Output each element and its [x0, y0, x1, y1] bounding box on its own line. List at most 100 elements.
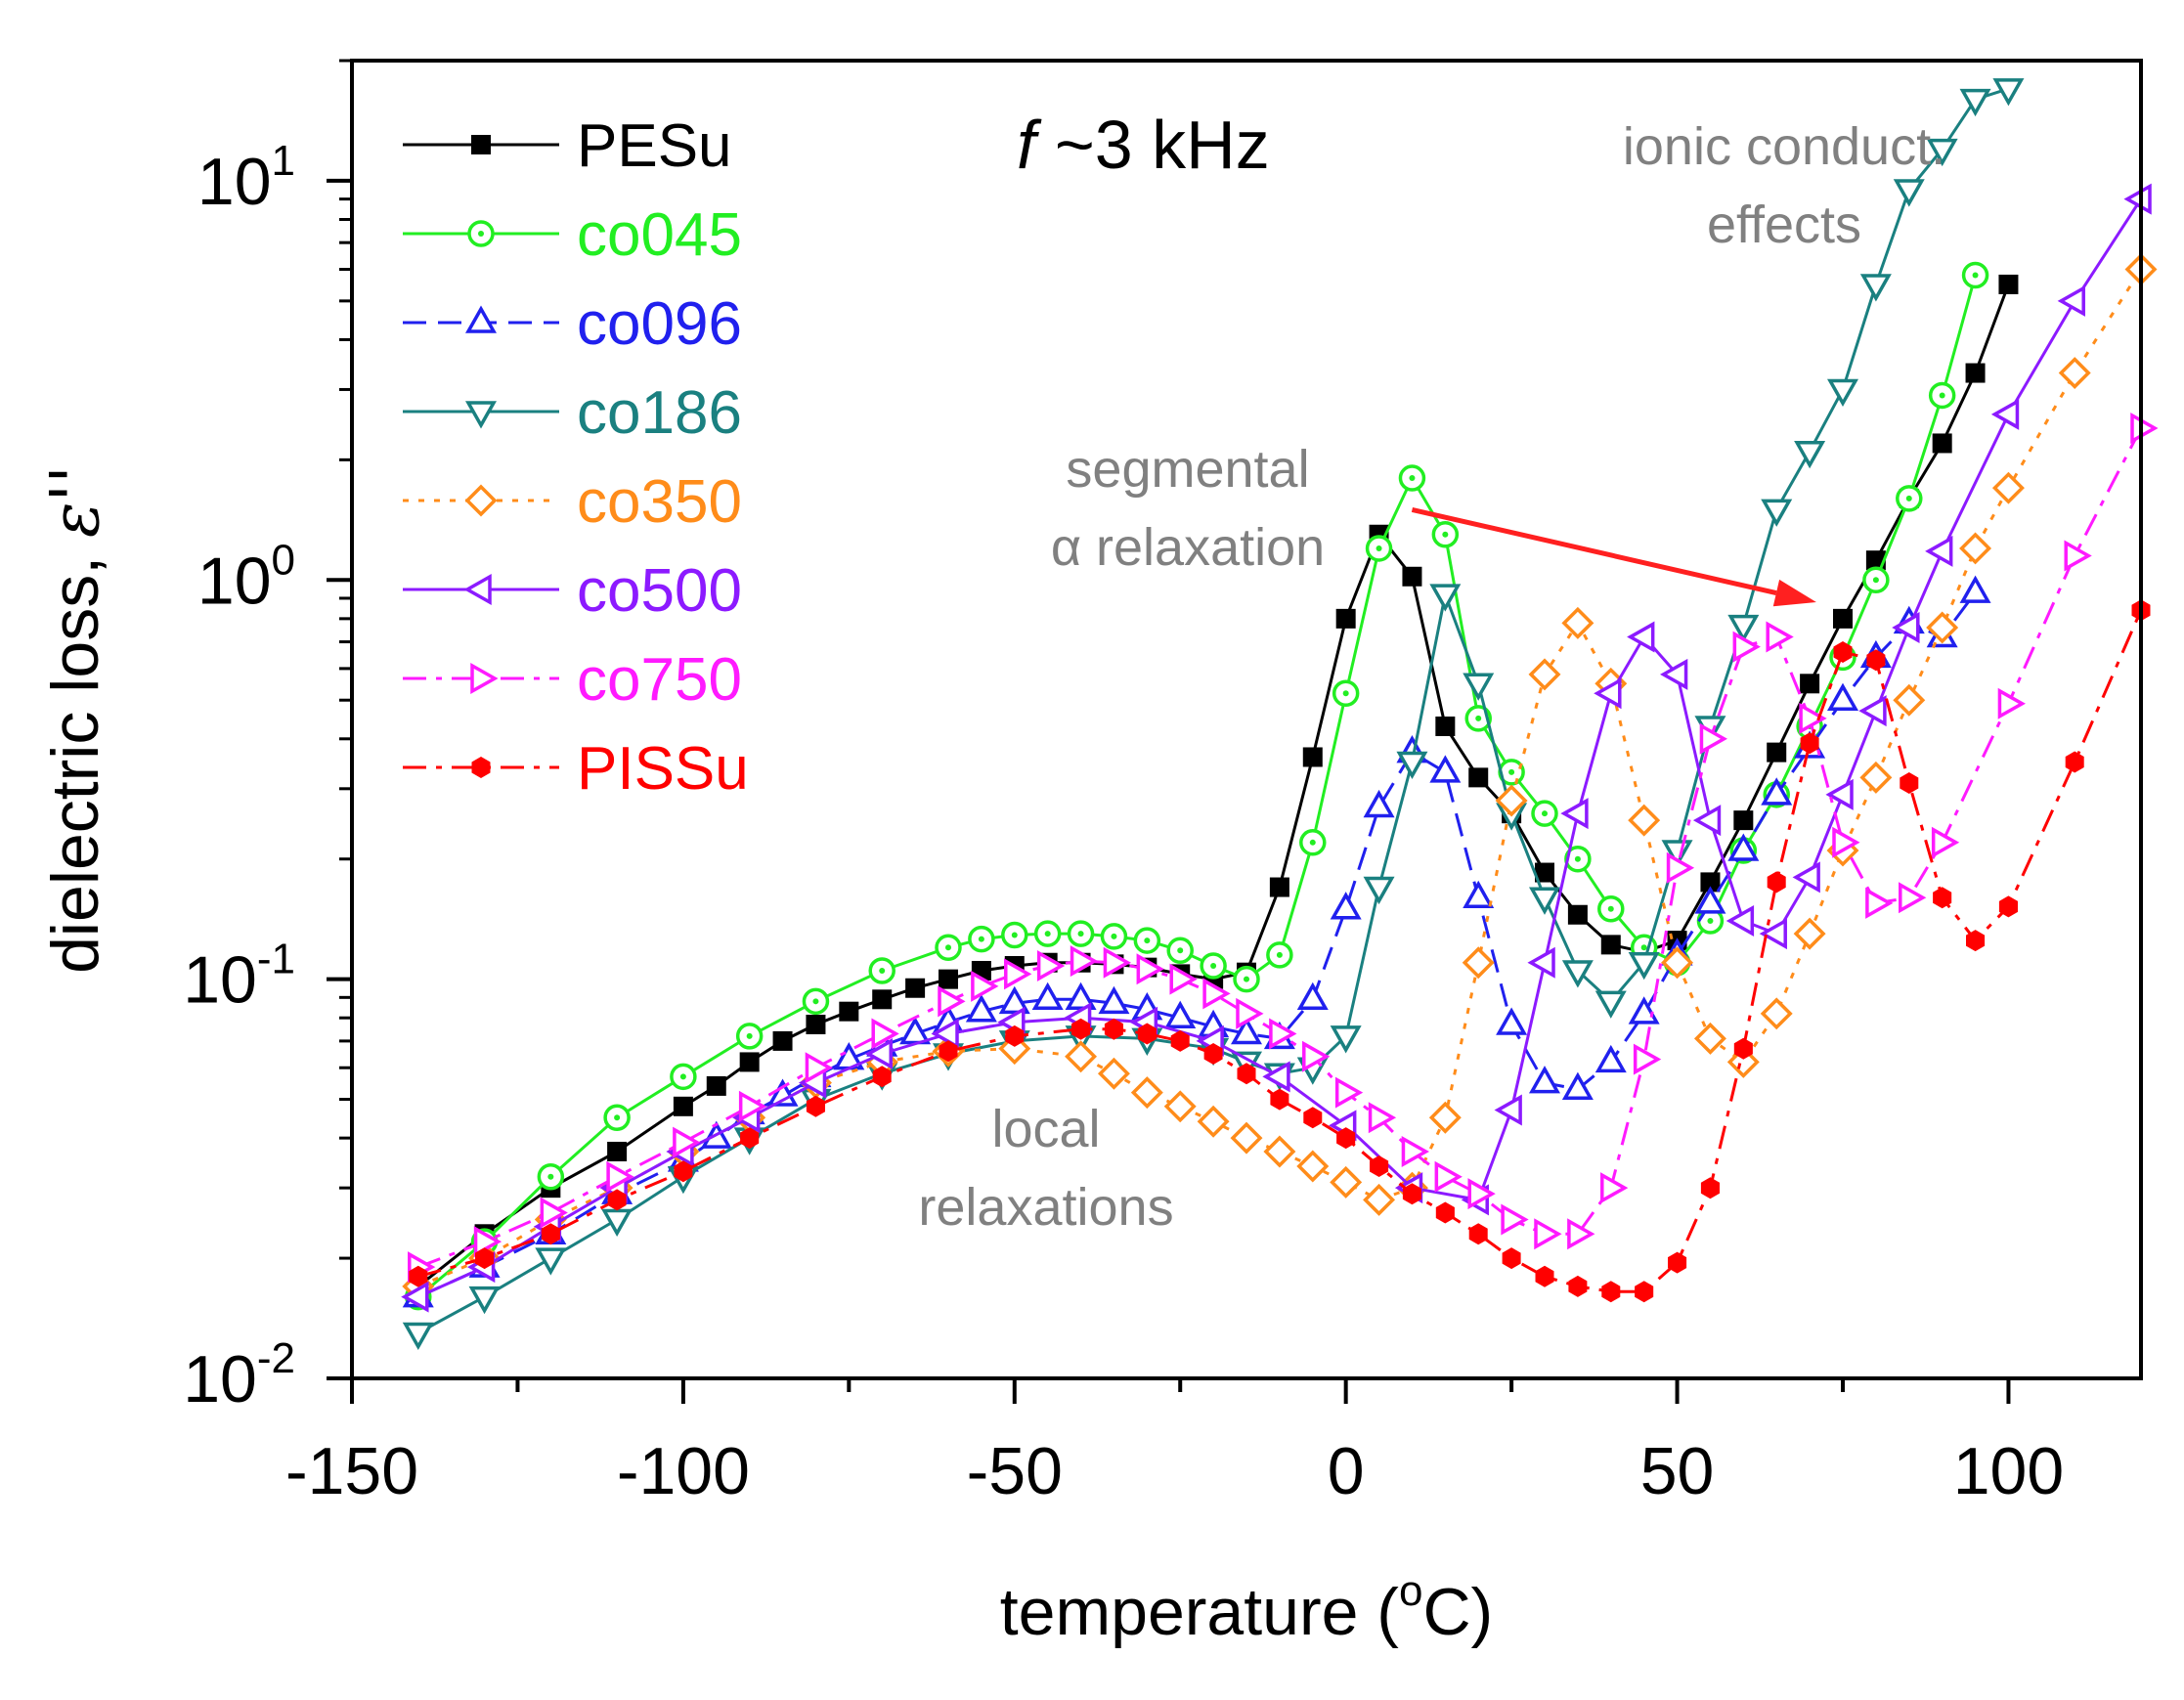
- data-point-pissu-0-shape: [409, 1265, 428, 1287]
- legend-label-co350: co350: [577, 468, 742, 536]
- data-point-co045-3: [603, 1104, 631, 1132]
- data-point-co500-32-shape: [2057, 284, 2085, 317]
- data-point-co045-28-dot: [1607, 905, 1614, 912]
- data-point-co500-23-shape: [1692, 805, 1722, 837]
- data-point-co186-28: [1727, 614, 1760, 643]
- data-point-pesu-36-shape: [1733, 810, 1754, 831]
- data-point-co350-39-shape: [2058, 357, 2091, 390]
- data-point-co750-19-shape: [1302, 1040, 1331, 1072]
- data-point-co350-19: [1363, 1183, 1396, 1216]
- data-point-co750-4-shape: [673, 1126, 701, 1158]
- data-point-co186-22: [1529, 887, 1560, 915]
- y-tick-label-1: 10-1: [183, 936, 295, 1018]
- data-point-co500-8: [931, 1018, 959, 1050]
- data-point-co096-21: [1231, 1016, 1262, 1045]
- data-point-co186-1-shape: [468, 1286, 501, 1315]
- data-point-co096-43: [1959, 575, 1991, 603]
- data-point-co045-14: [1133, 927, 1161, 954]
- arrow-shaft: [1411, 506, 1777, 596]
- data-point-co186-20: [1463, 673, 1495, 701]
- data-point-pissu-16: [1270, 1088, 1289, 1111]
- data-point-pesu-12-shape: [939, 969, 958, 989]
- data-point-pissu-25: [1568, 1275, 1588, 1297]
- data-point-co350-16: [1263, 1135, 1296, 1168]
- data-point-pesu-5: [706, 1075, 726, 1096]
- x-tick-label-0: -150: [285, 1434, 418, 1508]
- data-point-co500-25-shape: [1759, 918, 1787, 950]
- legend-marker-pesu-shape: [471, 135, 491, 154]
- data-point-co186-30-shape: [1794, 440, 1826, 469]
- data-point-pissu-20-shape: [1402, 1183, 1421, 1205]
- data-point-co500-33: [2123, 183, 2152, 215]
- y-tick-label-exp-3: 1: [272, 137, 295, 185]
- data-point-co350-35: [1893, 683, 1926, 717]
- y-tick-label-base-0: 10: [183, 1342, 257, 1417]
- x-tick-label-3: 0: [1328, 1434, 1365, 1508]
- data-point-co186-23-shape: [1561, 960, 1594, 988]
- data-point-co750-10-shape: [1004, 958, 1032, 990]
- data-point-co045-28: [1597, 894, 1625, 923]
- chart-title: f ~3 kHz: [1017, 107, 1270, 183]
- data-point-co500-29-shape: [1892, 611, 1920, 643]
- data-point-pissu-33: [1833, 641, 1853, 663]
- data-point-co750-35: [1832, 826, 1860, 858]
- data-point-co500-29: [1892, 611, 1920, 643]
- data-point-pissu-7-shape: [872, 1066, 892, 1088]
- data-point-co750-11: [1036, 949, 1066, 981]
- data-point-co045-36-dot: [1872, 577, 1879, 584]
- data-point-pissu-23: [1502, 1247, 1521, 1270]
- data-point-co186-23: [1561, 960, 1594, 988]
- legend-marker-pesu: [471, 135, 491, 154]
- data-point-co186-22-shape: [1529, 887, 1560, 915]
- data-point-pesu-7: [772, 1030, 793, 1051]
- legend-item-co750: co750: [403, 646, 742, 714]
- data-point-pesu-4-shape: [673, 1096, 693, 1116]
- data-point-co750-40-shape: [2064, 540, 2092, 572]
- series-line-co500: [417, 197, 2143, 1298]
- data-point-pissu-31: [1767, 871, 1786, 894]
- data-point-co750-10: [1004, 958, 1032, 990]
- data-point-pissu-38-shape: [1998, 895, 2018, 918]
- data-point-co750-2: [540, 1197, 568, 1229]
- data-point-co186-24-shape: [1594, 990, 1627, 1019]
- data-point-co500-17: [1494, 1094, 1522, 1126]
- data-point-co500-26-shape: [1792, 861, 1820, 894]
- data-point-pissu-16-shape: [1270, 1088, 1289, 1111]
- data-point-co350-23-shape: [1495, 784, 1528, 817]
- data-point-pesu-8-shape: [806, 1014, 826, 1034]
- data-point-co045-37-dot: [1905, 495, 1912, 501]
- data-point-co350-27: [1628, 804, 1661, 837]
- data-point-co045-7: [868, 957, 895, 984]
- x-axis-title: temperature (oC): [1000, 1567, 1493, 1649]
- data-point-co045-38-dot: [1939, 392, 1945, 399]
- data-point-pissu-33-shape: [1833, 641, 1853, 663]
- data-point-co096-19: [1164, 1000, 1197, 1028]
- data-point-co096-32: [1594, 1044, 1627, 1073]
- data-point-co750-15-shape: [1169, 963, 1198, 995]
- data-point-co750-29: [1633, 1043, 1662, 1075]
- data-point-co350-15: [1230, 1121, 1263, 1155]
- data-point-co500-32: [2057, 284, 2085, 317]
- legend-item-co045: co045: [403, 201, 742, 269]
- data-point-co186-1: [468, 1286, 501, 1315]
- data-point-pissu-9-shape: [1005, 1024, 1025, 1047]
- data-point-pesu-38-shape: [1800, 674, 1820, 694]
- data-point-pissu-9: [1005, 1024, 1025, 1047]
- legend-marker-co186-shape: [465, 401, 497, 429]
- data-point-pesu-32: [1600, 935, 1621, 955]
- data-point-co500-22-shape: [1659, 658, 1688, 690]
- legend-item-co186: co186: [403, 379, 742, 447]
- data-point-co186-34-shape: [1926, 138, 1958, 167]
- data-point-co096-30: [1529, 1066, 1560, 1094]
- data-point-co045-31-dot: [1707, 917, 1714, 924]
- data-point-co186-36-shape: [1992, 78, 2025, 107]
- y-tick-label-exp-2: 0: [272, 536, 295, 584]
- data-point-pissu-24-shape: [1535, 1265, 1554, 1287]
- data-point-pesu-11-shape: [905, 978, 926, 998]
- data-point-pesu-35-shape: [1700, 872, 1721, 893]
- data-point-co350-34-shape: [1859, 761, 1893, 794]
- data-point-co045-2-dot: [547, 1173, 554, 1180]
- data-point-co750-33: [1766, 621, 1794, 653]
- data-point-co350-18-shape: [1330, 1165, 1363, 1199]
- data-point-pesu-22: [1269, 877, 1289, 897]
